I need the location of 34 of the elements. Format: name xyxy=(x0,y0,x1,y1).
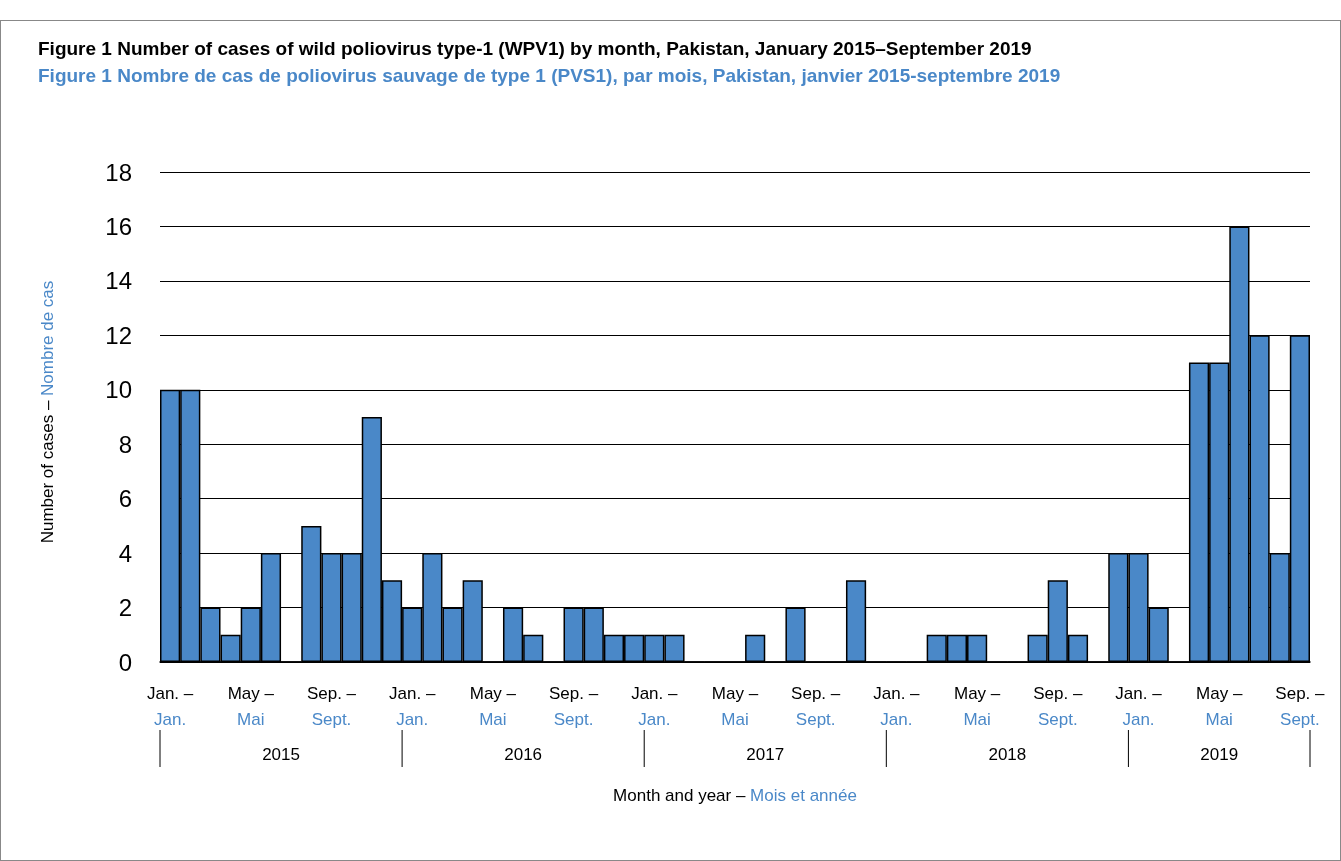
x-tick-label: Jan. – Jan. xyxy=(389,683,436,729)
x-tick-label: Sep. – Sept. xyxy=(306,683,357,729)
x-tick-label: Jan. – Jan. xyxy=(873,683,921,729)
x-tick-label: May – Mai xyxy=(469,683,517,729)
y-tick-label: 16 xyxy=(105,212,132,240)
y-tick-label: 18 xyxy=(105,158,132,186)
text: 2016 xyxy=(504,744,543,764)
text: 2015 xyxy=(262,744,300,764)
y-tick-label: 4 xyxy=(118,539,132,567)
y-tick-label: 0 xyxy=(118,648,132,676)
x-tick-label: Sep. – Sept. xyxy=(791,683,841,729)
x-tick-label: Sep. – Sept. xyxy=(1275,683,1326,729)
x-tick-label: Jan. – Jan. xyxy=(631,683,678,729)
y-tick-label: 8 xyxy=(118,430,132,458)
y-tick-label: 10 xyxy=(105,376,132,404)
y-axis-title: Number of cases – Nombre de cas xyxy=(37,280,57,544)
text: 2018 xyxy=(988,744,1027,764)
x-tick-label: Sep. – Sept. xyxy=(549,683,599,729)
text: 2017 xyxy=(746,744,785,764)
x-tick-label: Jan. – Jan. xyxy=(146,683,194,729)
chart-title: Figure 1 Number of cases of wild poliovirus type-1 (WPV1) by month, Pakistan, January 2015–September 2019 xyxy=(38,38,1032,60)
chart-subtitle: Figure 1 Nombre de cas de poliovirus sauvage de type 1 (PVS1), par mois, Pakistan, janvier 2015-septembre 2019 xyxy=(38,65,1061,87)
y-tick-label: 6 xyxy=(118,485,132,513)
x-tick-label: Jan. – Jan. xyxy=(1115,683,1163,729)
y-tick-label: 2 xyxy=(118,594,132,622)
x-tick-label: May – Mai xyxy=(227,683,275,729)
x-tick-label: Sep. – Sept. xyxy=(1033,683,1083,729)
y-tick-label: 12 xyxy=(105,321,132,349)
x-tick-label: May – Mai xyxy=(1196,683,1243,729)
x-axis-title: Month and year – Mois et année xyxy=(613,786,857,805)
y-tick-label: 14 xyxy=(105,267,132,295)
x-tick-label: May – Mai xyxy=(711,683,759,729)
text: 2019 xyxy=(1200,744,1239,764)
x-tick-label: May – Mai xyxy=(953,683,1001,729)
